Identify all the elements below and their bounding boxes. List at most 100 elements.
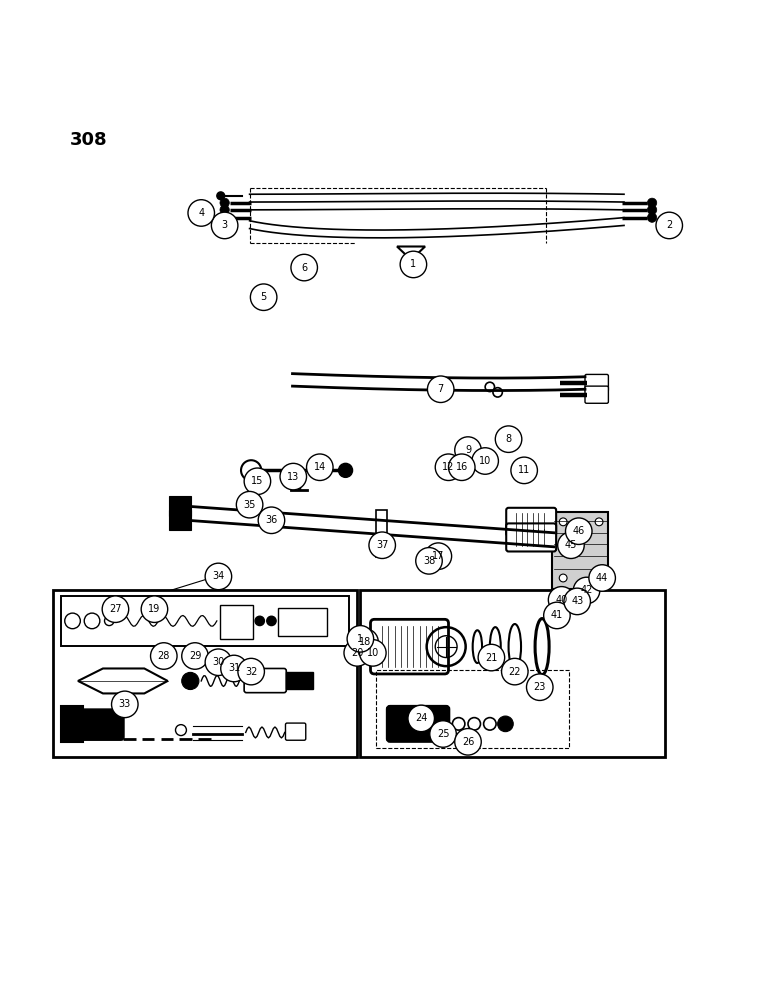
FancyBboxPatch shape: [387, 706, 449, 742]
Circle shape: [595, 574, 603, 582]
Circle shape: [255, 616, 264, 626]
FancyBboxPatch shape: [61, 706, 83, 742]
Circle shape: [344, 640, 370, 666]
Text: 23: 23: [534, 682, 546, 692]
Circle shape: [548, 587, 575, 613]
Circle shape: [211, 212, 238, 239]
Circle shape: [472, 448, 498, 474]
Circle shape: [250, 284, 277, 310]
Text: 4: 4: [198, 208, 204, 218]
Circle shape: [151, 643, 177, 669]
FancyBboxPatch shape: [506, 508, 556, 536]
FancyBboxPatch shape: [67, 709, 124, 740]
Circle shape: [182, 643, 208, 669]
Bar: [61, 596, 349, 646]
Circle shape: [647, 213, 657, 222]
Circle shape: [425, 543, 452, 569]
Text: 45: 45: [565, 540, 577, 550]
FancyBboxPatch shape: [278, 608, 327, 636]
Text: 17: 17: [432, 551, 445, 561]
FancyBboxPatch shape: [552, 512, 608, 589]
FancyBboxPatch shape: [506, 523, 556, 551]
Text: 25: 25: [437, 729, 449, 739]
Circle shape: [558, 532, 584, 558]
Circle shape: [427, 376, 454, 402]
Text: 21: 21: [485, 653, 498, 663]
Circle shape: [217, 192, 225, 200]
Circle shape: [176, 725, 186, 736]
Circle shape: [656, 212, 682, 239]
Text: 9: 9: [465, 445, 471, 455]
Text: 24: 24: [415, 713, 427, 723]
Circle shape: [559, 574, 567, 582]
Text: 32: 32: [245, 667, 257, 677]
Circle shape: [435, 454, 462, 481]
Circle shape: [220, 205, 229, 215]
Circle shape: [400, 251, 427, 278]
Text: 18: 18: [359, 637, 371, 647]
Text: 22: 22: [509, 667, 521, 677]
Text: 14: 14: [314, 462, 326, 472]
Circle shape: [455, 455, 467, 467]
Text: 13: 13: [287, 472, 300, 482]
Circle shape: [205, 563, 232, 590]
Circle shape: [595, 518, 603, 526]
Text: 38: 38: [423, 556, 435, 566]
Circle shape: [339, 463, 353, 477]
FancyBboxPatch shape: [244, 668, 286, 693]
Circle shape: [589, 565, 615, 591]
Circle shape: [360, 640, 386, 666]
Circle shape: [511, 457, 537, 484]
FancyBboxPatch shape: [376, 510, 387, 557]
FancyBboxPatch shape: [585, 386, 608, 403]
FancyBboxPatch shape: [220, 605, 253, 639]
Circle shape: [544, 602, 570, 629]
Text: 308: 308: [70, 131, 108, 149]
Circle shape: [448, 454, 475, 481]
Circle shape: [647, 205, 657, 215]
Text: 3: 3: [222, 220, 228, 230]
FancyBboxPatch shape: [286, 672, 313, 689]
Circle shape: [258, 507, 285, 534]
Text: 8: 8: [505, 434, 512, 444]
Circle shape: [182, 672, 199, 690]
Circle shape: [573, 577, 600, 604]
Circle shape: [221, 655, 247, 682]
Circle shape: [455, 729, 481, 755]
Circle shape: [495, 426, 522, 452]
Circle shape: [112, 691, 138, 718]
Circle shape: [564, 588, 590, 615]
Text: 1: 1: [410, 259, 417, 269]
Circle shape: [307, 454, 333, 481]
Circle shape: [430, 721, 456, 747]
Circle shape: [188, 200, 214, 226]
Circle shape: [291, 254, 317, 281]
Circle shape: [493, 388, 502, 397]
Text: 20: 20: [351, 648, 363, 658]
Text: 41: 41: [551, 610, 563, 620]
Text: 27: 27: [109, 604, 122, 614]
FancyBboxPatch shape: [169, 510, 191, 530]
FancyBboxPatch shape: [285, 723, 306, 740]
Text: 15: 15: [251, 476, 264, 486]
FancyBboxPatch shape: [585, 374, 608, 392]
Text: 7: 7: [438, 384, 444, 394]
Circle shape: [407, 267, 415, 275]
Text: 19: 19: [148, 604, 161, 614]
Circle shape: [502, 658, 528, 685]
Text: 10: 10: [479, 456, 491, 466]
Circle shape: [485, 382, 495, 392]
Text: 16: 16: [456, 462, 468, 472]
Circle shape: [478, 644, 505, 671]
FancyBboxPatch shape: [370, 619, 448, 674]
Circle shape: [102, 596, 129, 622]
Text: 46: 46: [573, 526, 585, 536]
Text: 5: 5: [261, 292, 267, 302]
Text: 44: 44: [596, 573, 608, 583]
Text: 2: 2: [666, 220, 672, 230]
Text: 34: 34: [212, 571, 225, 581]
Circle shape: [566, 518, 592, 544]
Text: 11: 11: [518, 465, 530, 475]
Text: 36: 36: [265, 515, 278, 525]
Text: 31: 31: [228, 663, 240, 673]
